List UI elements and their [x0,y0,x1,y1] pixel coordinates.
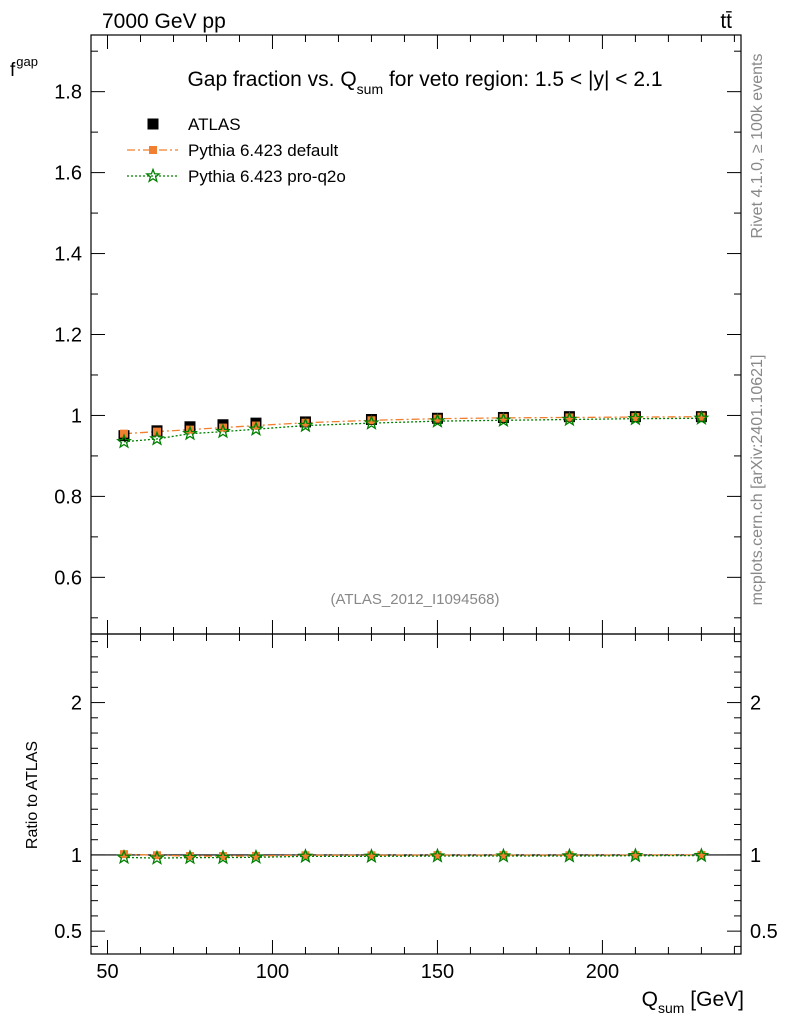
default-data-point [631,413,640,422]
pro-q2o-ratio-point [429,847,446,863]
x-axis-label-sub: sum [658,1000,684,1016]
default-ratio-point [152,851,161,860]
y-tick-label-ratio-right: 1 [750,845,761,867]
pro-q2o-data-point [429,412,446,428]
default-ratio-point [631,851,640,860]
pro-q2o-ratio-point [149,849,165,865]
pro-q2o-data-point [627,410,644,426]
default-ratio-point [565,851,574,860]
y-tick-label-ratio-right: 0.5 [750,921,778,943]
pro-q2o-data-point [248,420,264,436]
default-ratio-point [433,851,442,860]
default-ratio-point [367,851,376,860]
pro-q2o-ratio-point [693,847,710,863]
chart-title-suffix: for veto region: 1.5 < |y| < 2.1 [383,68,662,91]
default-data-point [565,413,574,422]
x-axis-label: Qsum [GeV] [642,988,744,1016]
default-ratio-point [218,852,227,861]
y-tick-label-top: 1.2 [54,325,82,347]
y-tick-label-top: 0.6 [54,567,82,589]
default-ratio-point [251,851,260,860]
pro-q2o-data-point [149,430,165,446]
y-tick-label-top: 0.8 [54,486,82,508]
y-tick-label-ratio-right: 2 [750,693,761,715]
pro-q2o-data-point [495,411,512,428]
legend-pro-q2o-marker [145,167,161,183]
x-axis-label-unit: [GeV] [684,988,744,1011]
default-ratio-point [185,852,194,861]
pro-q2o-data-point [215,423,231,439]
default-data-point [218,423,227,432]
y-axis-label-top-main: f [10,60,16,81]
x-tick-label: 200 [586,961,619,983]
y-axis-label-ratio: Ratio to ATLAS [24,741,41,849]
pro-q2o-ratio-point [561,847,578,863]
x-tick-label: 150 [421,961,454,983]
default-ratio-point [697,850,706,859]
pro-q2o-ratio-point [182,849,198,865]
ratio-panel-frame [90,633,742,955]
legend-pro-q2o-label: Pythia 6.423 pro-q2o [188,167,346,186]
process-label: tt̄ [720,10,732,33]
y-tick-label-top: 1.4 [54,244,82,266]
default-ratio-point [119,850,128,859]
default-data-point [185,425,194,434]
pro-q2o-data-point [297,417,314,433]
y-tick-label-ratio-left: 2 [71,693,82,715]
pro-q2o-data-point [693,409,710,426]
pro-q2o-ratio-point [363,847,380,864]
pro-q2o-data-point [116,433,132,449]
analysis-id: (ATLAS_2012_I1094568) [330,591,499,608]
chart-title-sub: sum [357,81,383,97]
default-data-point [499,413,508,422]
y-tick-label-top: 1 [71,405,82,427]
energy-label: 7000 GeV pp [102,10,226,33]
default-ratio-point [499,851,508,860]
legend-atlas-label: ATLAS [188,115,241,134]
pro-q2o-ratio-line [123,854,702,859]
pro-q2o-ratio-point [627,847,644,863]
y-axis-label-top: fgap [10,54,38,81]
y-tick-label-ratio-left: 0.5 [54,921,82,943]
legend-default-label: Pythia 6.423 default [188,141,339,160]
legend: ATLAS Pythia 6.423 default Pythia 6.423 … [127,115,346,186]
mcplots-label: mcplots.cern.ch [arXiv:2401.10621] [749,355,766,606]
default-data-point [367,416,376,425]
pro-q2o-ratio-point [215,849,231,865]
default-data-point [433,414,442,423]
pro-q2o-ratio-point [116,849,132,865]
x-tick-label: 100 [256,961,289,983]
rivet-label: Rivet 4.1.0, ≥ 100k events [749,54,766,239]
pro-q2o-ratio-point [495,847,512,863]
chart-title-prefix: Gap fraction vs. Q [187,68,356,91]
pro-q2o-series-line [123,417,702,443]
pro-q2o-ratio-point [248,848,264,865]
y-axis-label-top-sub: gap [16,54,38,69]
chart-title: Gap fraction vs. Qsum for veto region: 1… [187,68,662,97]
default-data-point [301,418,310,427]
default-data-point [251,421,260,430]
pro-q2o-data-point [363,414,380,430]
legend-atlas-marker [147,118,159,130]
pro-q2o-data-point [182,425,198,441]
x-axis-label-main: Q [642,988,658,1011]
default-ratio-point [301,851,310,860]
pro-q2o-ratio-point [297,847,314,864]
x-tick-label: 50 [96,961,118,983]
pro-q2o-data-point [561,411,578,427]
y-tick-label-ratio-left: 1 [71,845,82,867]
plot-marks: 50 100 150 200 0.6 0.8 1 1.2 1.4 1.6 1.8 0.5 0.5 1 1 2 2 [54,34,778,983]
y-tick-label-top: 1.8 [54,82,82,104]
default-series-line [123,416,702,435]
legend-default-marker [149,146,157,154]
y-tick-label-top: 1.6 [54,163,82,185]
default-data-point [697,412,706,421]
